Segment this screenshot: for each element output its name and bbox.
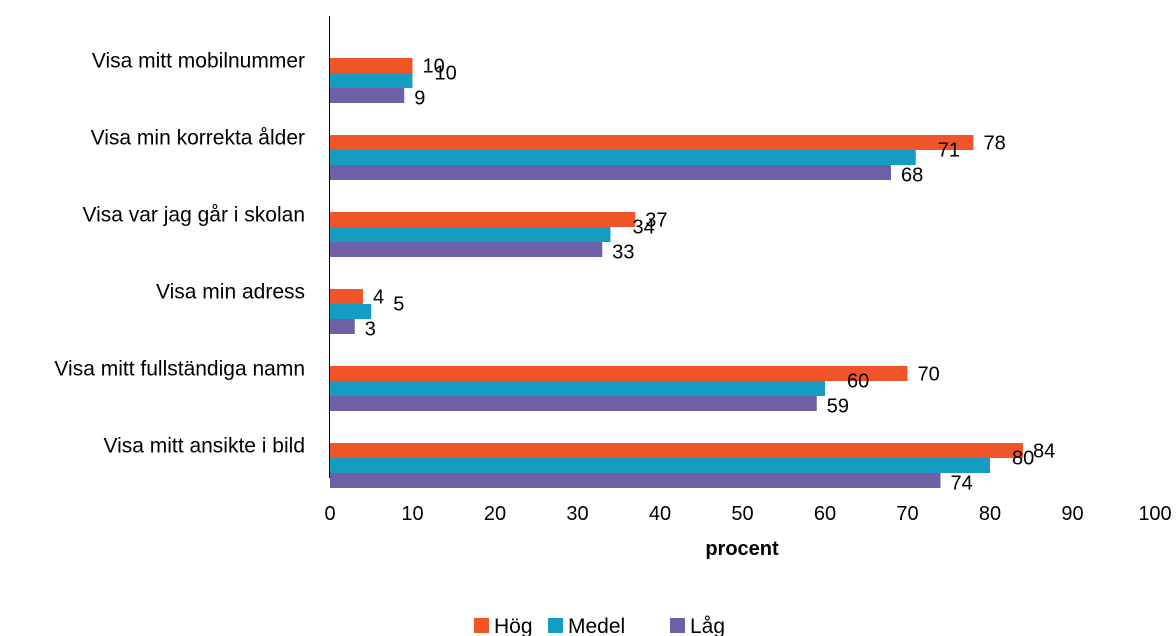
x-tick-label: 80 <box>979 503 1001 525</box>
category-label: Visa mitt mobilnummer <box>92 50 305 73</box>
category-labels-group: Visa mitt mobilnummer Visa min korrekta å… <box>54 50 305 458</box>
data-label: 10 <box>423 56 445 78</box>
bar <box>330 366 908 381</box>
bar <box>330 88 405 103</box>
bar <box>330 58 413 73</box>
data-label: 59 <box>827 396 849 418</box>
data-label: 34 <box>633 217 655 239</box>
category-label: Visa var jag går i skolan <box>82 204 305 227</box>
x-tick-label: 100 <box>1138 503 1171 525</box>
data-label: 70 <box>918 364 940 386</box>
bar <box>330 443 1023 458</box>
category-label: Visa mitt ansikte i bild <box>103 435 305 458</box>
x-tick-labels-group: 0 10 20 30 40 50 60 70 80 90 100 <box>324 503 1171 525</box>
bar <box>330 319 355 334</box>
x-tick-label: 90 <box>1061 503 1083 525</box>
data-label: 84 <box>1033 441 1055 463</box>
data-label: 10 <box>435 63 457 85</box>
bar <box>330 150 916 165</box>
legend-swatch <box>670 618 685 633</box>
legend-label: Medel <box>568 615 625 636</box>
data-label: 33 <box>612 242 634 264</box>
category-label: Visa min adress <box>156 281 305 304</box>
bar <box>330 135 974 150</box>
category-label: Visa min korrekta ålder <box>91 127 305 150</box>
data-label: 68 <box>901 165 923 187</box>
bar <box>330 165 891 180</box>
legend-label: Hög <box>494 615 533 636</box>
data-label: 9 <box>414 88 425 110</box>
data-label: 3 <box>365 319 376 341</box>
data-label: 60 <box>847 371 869 393</box>
legend-label: Låg <box>690 615 725 636</box>
bar <box>330 242 603 257</box>
bar <box>330 458 990 473</box>
bar <box>330 289 363 304</box>
category-label: Visa mitt fullständiga namn <box>54 358 305 381</box>
bar <box>330 212 636 227</box>
bar <box>330 396 817 411</box>
bar <box>330 304 372 319</box>
legend: Hög Medel Låg <box>474 615 725 636</box>
x-tick-label: 20 <box>484 503 506 525</box>
data-label: 4 <box>373 287 384 309</box>
x-tick-label: 30 <box>566 503 588 525</box>
data-label: 37 <box>645 210 667 232</box>
x-tick-label: 60 <box>814 503 836 525</box>
x-tick-label: 70 <box>896 503 918 525</box>
x-axis-title: procent <box>705 538 779 560</box>
data-label: 80 <box>1012 448 1034 470</box>
x-tick-label: 0 <box>324 503 335 525</box>
legend-swatch <box>548 618 563 633</box>
x-tick-label: 10 <box>401 503 423 525</box>
x-tick-label: 40 <box>649 503 671 525</box>
bar <box>330 73 413 88</box>
bars-group <box>330 58 1023 488</box>
bar <box>330 473 941 488</box>
data-label: 78 <box>984 133 1006 155</box>
data-label: 71 <box>938 140 960 162</box>
legend-swatch <box>474 618 489 633</box>
data-label: 5 <box>393 294 404 316</box>
bar <box>330 227 611 242</box>
bar <box>330 381 825 396</box>
data-label: 74 <box>951 473 973 495</box>
x-tick-label: 50 <box>731 503 753 525</box>
